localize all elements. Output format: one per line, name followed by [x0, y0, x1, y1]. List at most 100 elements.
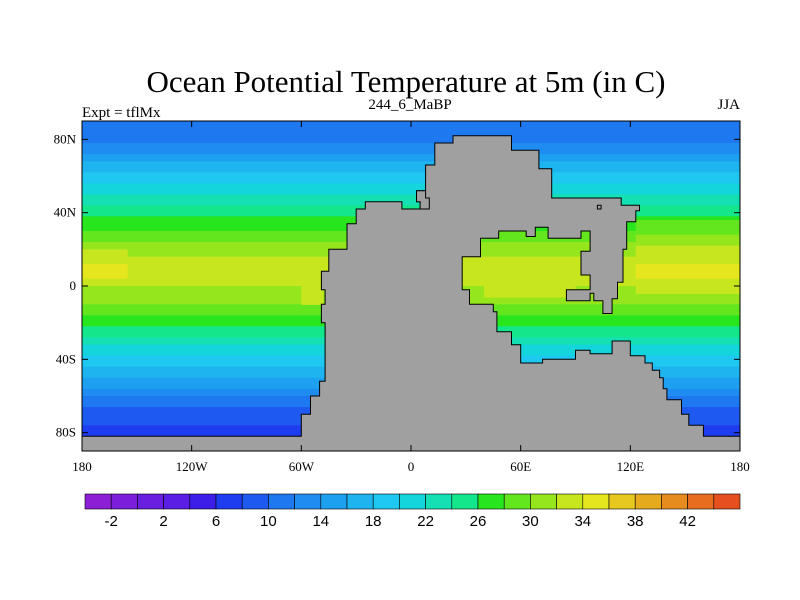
colorbar-label: 14: [312, 513, 329, 530]
temperature-band: [82, 205, 740, 210]
colorbar-swatch: [634, 493, 662, 510]
temperature-band: [82, 179, 740, 184]
x-tick-label: 60W: [289, 459, 315, 474]
chart-title: Ocean Potential Temperature at 5m (in C): [147, 64, 666, 99]
colorbar-swatch: [137, 493, 164, 510]
warm-pool-band: [635, 286, 740, 291]
colorbar-swatch: [503, 493, 531, 510]
warm-pool-band: [635, 238, 740, 243]
warm-pool-band: [635, 278, 740, 283]
colorbar-swatch: [477, 493, 505, 510]
x-tick-label: 60E: [510, 459, 531, 474]
temperature-band: [82, 201, 740, 206]
warm-pool-band: [635, 260, 740, 265]
colorbar-swatch: [451, 493, 479, 510]
colorbar-label: 34: [574, 513, 591, 530]
colorbar-label: -2: [105, 513, 118, 530]
colorbar-swatch: [608, 493, 636, 510]
warm-pool-band: [301, 289, 324, 294]
colorbar-swatch: [713, 493, 741, 510]
warm-pool-band: [82, 249, 128, 254]
warm-pool-band: [82, 267, 128, 272]
warm-pool-band: [82, 271, 128, 276]
warm-pool-band: [635, 223, 740, 228]
temperature-band: [82, 165, 740, 170]
experiment-label: Expt = tflMx: [82, 105, 161, 121]
colorbar-label: 26: [470, 513, 487, 530]
temperature-band: [82, 132, 740, 137]
warm-pool-band: [82, 264, 128, 269]
warm-pool-band: [635, 289, 740, 294]
x-tick-label: 180: [72, 459, 92, 474]
colorbar-swatch: [110, 493, 138, 510]
temperature-band: [82, 190, 740, 195]
temperature-band: [82, 183, 740, 188]
x-tick-label: 180: [730, 459, 750, 474]
colorbar-label: 6: [212, 513, 220, 530]
warm-pool-band: [301, 293, 324, 298]
warm-pool-band: [635, 220, 740, 225]
warm-pool-band: [635, 271, 740, 276]
colorbar-swatch: [372, 493, 400, 510]
x-tick-label: 0: [408, 459, 415, 474]
colorbar-label: 38: [627, 513, 644, 530]
temperature-band: [82, 146, 740, 151]
temperature-band: [82, 198, 740, 203]
colorbar-swatch: [425, 493, 453, 510]
temperature-band: [82, 172, 740, 177]
y-tick-label: 40S: [56, 351, 76, 366]
warm-pool-band: [82, 253, 128, 258]
y-tick-label: 0: [70, 278, 77, 293]
x-tick-label: 120E: [617, 459, 645, 474]
colorbar-swatch: [189, 493, 217, 510]
land-polygon: [596, 204, 602, 210]
temperature-band: [82, 168, 740, 173]
colorbar-swatch: [84, 493, 112, 510]
warm-pool-band: [301, 286, 324, 291]
period-label: 244_6_MaBP: [368, 97, 451, 113]
season-label: JJA: [717, 97, 740, 113]
colorbar-swatch: [241, 493, 269, 510]
warm-pool-band: [82, 256, 128, 261]
colorbar-swatch: [294, 493, 322, 510]
warm-pool-band: [635, 231, 740, 236]
colorbar-label: 18: [365, 513, 382, 530]
colorbar-swatch: [556, 493, 584, 510]
warm-pool-band: [635, 275, 740, 280]
x-tick-label: 120W: [176, 459, 209, 474]
warm-pool-band: [635, 242, 740, 247]
temperature-band: [82, 194, 740, 199]
colorbar-swatch: [215, 493, 243, 510]
colorbar-swatch: [346, 493, 374, 510]
land-mask: [82, 135, 740, 451]
colorbar-swatch: [163, 493, 191, 510]
warm-pool-band: [82, 260, 128, 265]
temperature-band: [82, 150, 740, 155]
warm-pool-band: [635, 264, 740, 269]
temperature-band: [82, 176, 740, 181]
warm-pool-band: [484, 282, 576, 287]
warm-pool-band: [82, 278, 128, 283]
warm-pool-band: [484, 289, 576, 294]
temperature-band: [82, 135, 740, 140]
warm-pool-band: [635, 282, 740, 287]
colorbar-swatch: [687, 493, 715, 510]
colorbar-swatch: [268, 493, 295, 510]
warm-pool-band: [301, 300, 324, 305]
colorbar-label: 42: [679, 513, 696, 530]
colorbar-label: 22: [417, 513, 434, 530]
warm-pool-band: [635, 253, 740, 258]
warm-pool-band: [635, 256, 740, 261]
temperature-band: [82, 157, 740, 162]
temperature-band: [82, 154, 740, 159]
y-tick-label: 40N: [54, 205, 77, 220]
warm-pool-band: [484, 286, 576, 291]
temperature-band: [82, 139, 740, 144]
colorbar-label: 30: [522, 513, 539, 530]
warm-pool-band: [635, 234, 740, 239]
warm-pool-band: [82, 275, 128, 280]
colorbar: -2 2 6 10 14 18 22 26 30 34 38 42: [84, 493, 741, 530]
temperature-band: [82, 128, 740, 133]
warm-pool-band: [484, 293, 576, 298]
